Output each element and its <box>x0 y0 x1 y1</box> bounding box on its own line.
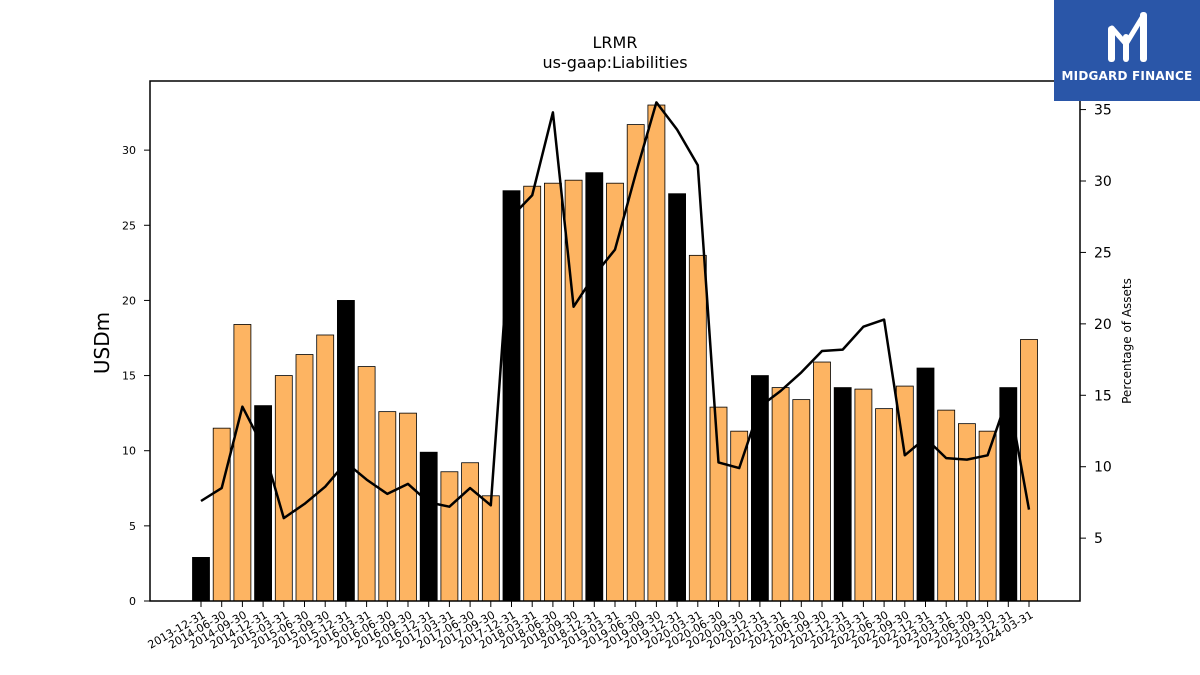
y2-tick-label: 15 <box>1094 388 1112 404</box>
bar <box>212 427 231 602</box>
bar <box>233 324 252 602</box>
bar <box>937 409 956 602</box>
bar <box>688 254 707 602</box>
bars-group <box>192 104 1038 602</box>
y-axis-label: USDm <box>90 312 114 374</box>
y2-tick-label: 30 <box>1094 174 1112 190</box>
bar <box>192 557 210 602</box>
bar <box>875 408 893 602</box>
y-tick-label: 20 <box>122 294 136 307</box>
y2-axis-label: Percentage of Assets <box>1120 278 1134 404</box>
bar <box>274 375 293 602</box>
bar <box>399 412 417 602</box>
bar <box>813 361 831 602</box>
bar <box>958 423 976 602</box>
chart-subtitle: us-gaap:Liabilities <box>542 53 687 72</box>
bar <box>916 367 935 602</box>
y-tick-label: 30 <box>122 144 136 157</box>
line-group <box>200 101 1031 520</box>
bar <box>523 185 542 602</box>
percentage-line <box>200 101 1031 520</box>
bar <box>544 182 562 602</box>
right-axis: 5 10 15 20 25 30 35 <box>1080 103 1112 547</box>
bar <box>378 411 397 602</box>
left-axis: 0 5 10 15 20 25 30 <box>122 144 150 608</box>
y-tick-label: 10 <box>122 445 136 458</box>
bar <box>833 387 852 602</box>
bar <box>668 193 686 602</box>
bar <box>481 495 500 602</box>
y-tick-label: 25 <box>122 219 136 232</box>
bar <box>295 354 314 602</box>
bar <box>502 190 521 602</box>
chart-title: LRMR <box>593 33 638 52</box>
bar <box>419 451 438 602</box>
bar <box>709 406 728 602</box>
y-tick-label: 15 <box>122 370 136 383</box>
bar <box>336 300 355 602</box>
y2-tick-label: 10 <box>1094 460 1112 476</box>
bar <box>999 387 1018 602</box>
x-axis: 2013-12-312014-06-302014-09-302014-12-31… <box>146 601 1036 652</box>
midgard-finance-logo: MIDGARD FINANCE <box>1054 0 1200 101</box>
logo-mark-icon <box>1108 12 1147 62</box>
bar <box>647 104 666 602</box>
bar <box>854 388 873 602</box>
bar <box>771 387 790 602</box>
y-tick-label: 0 <box>129 595 136 608</box>
logo-text: MIDGARD FINANCE <box>1061 69 1193 83</box>
y2-tick-label: 35 <box>1094 103 1112 119</box>
bar <box>792 399 811 602</box>
bar <box>316 334 335 602</box>
bar <box>461 462 480 602</box>
y2-tick-label: 20 <box>1094 317 1112 333</box>
y2-tick-label: 5 <box>1094 531 1103 547</box>
bar <box>730 430 749 602</box>
bar <box>440 471 459 602</box>
bar <box>585 172 604 602</box>
y2-tick-label: 25 <box>1094 245 1112 261</box>
y-tick-label: 5 <box>129 520 136 533</box>
